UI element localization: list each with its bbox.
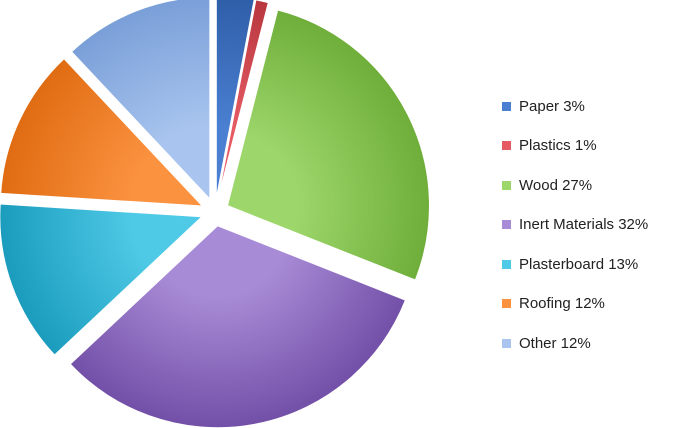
legend-label-paper: Paper 3% — [519, 97, 585, 115]
pie-slice-plastics — [217, 0, 269, 199]
legend-swatch-roofing — [502, 299, 511, 308]
legend-swatch-paper — [502, 101, 511, 111]
chart-legend: Paper 3% Plastics 1% Wood 27% Inert Mate… — [502, 96, 692, 356]
pie-slice-roofing — [0, 58, 204, 207]
legend-swatch-other — [502, 338, 511, 348]
legend-item-plasterboard: Plasterboard 13% — [502, 254, 692, 274]
legend-item-roofing: Roofing 12% — [502, 294, 692, 314]
legend-item-paper: Paper 3% — [502, 96, 692, 116]
pie-slice-other — [70, 0, 211, 201]
legend-label-plasterboard: Plasterboard 13% — [519, 255, 639, 273]
legend-item-wood: Wood 27% — [502, 175, 692, 195]
legend-swatch-plasterboard — [502, 259, 511, 269]
pie-slice-plasterboard — [0, 203, 204, 356]
legend-swatch-wood — [502, 180, 511, 190]
legend-swatch-inert-materials — [502, 220, 511, 229]
legend-item-other: Other 12% — [502, 333, 692, 353]
legend-label-plastics: Plastics 1% — [519, 137, 597, 154]
legend-label-roofing: Roofing 12% — [519, 295, 605, 312]
legend-item-plastics: Plastics 1% — [502, 136, 692, 156]
legend-item-inert-materials: Inert Materials 32% — [502, 215, 692, 235]
legend-label-inert-materials: Inert Materials 32% — [519, 216, 649, 233]
legend-label-other: Other 12% — [519, 334, 591, 352]
pie-slice-wood — [226, 9, 430, 281]
pie-slice-paper — [215, 0, 255, 199]
legend-label-wood: Wood 27% — [519, 176, 593, 194]
pie-slice-inert-materials — [69, 225, 407, 428]
pie-slices — [0, 0, 430, 428]
legend-swatch-plastics — [502, 141, 511, 150]
